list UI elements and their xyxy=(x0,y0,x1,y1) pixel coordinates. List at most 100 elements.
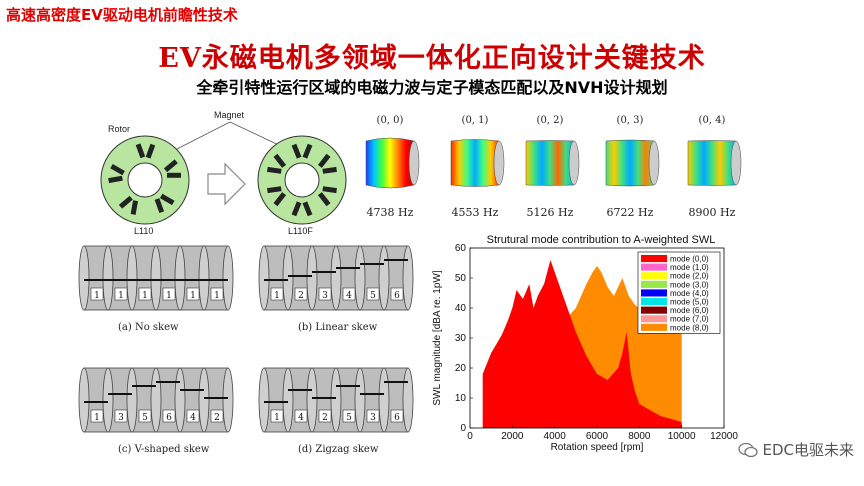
skew-number: 4 xyxy=(190,413,196,423)
y-tick-label: 10 xyxy=(455,393,467,404)
legend-swatch xyxy=(641,263,667,271)
skew-cylinder: 1 4 2 5 3 6 xyxy=(258,367,414,433)
y-tick-label: 50 xyxy=(455,273,467,284)
skew-number-box xyxy=(210,287,224,301)
mode-shape-icon xyxy=(687,140,742,186)
mode-label: (0, 3) xyxy=(616,115,644,126)
mode-frequency: 6722 Hz xyxy=(606,206,654,219)
skew-number-box xyxy=(90,409,104,423)
wechat-icon xyxy=(738,441,763,459)
arrow-right-icon xyxy=(207,162,246,206)
skew-number: 1 xyxy=(166,291,172,301)
mode-frequency: 4738 Hz xyxy=(366,206,414,219)
skew-number-box xyxy=(114,287,128,301)
skew-number-box xyxy=(342,287,356,301)
legend-swatch xyxy=(641,298,667,306)
legend-label: mode (6,0) xyxy=(670,306,709,315)
legend-swatch xyxy=(641,272,667,280)
skew-number: 6 xyxy=(394,291,400,301)
skew-number: 6 xyxy=(166,413,172,423)
skew-number-box xyxy=(90,287,104,301)
skew-number: 1 xyxy=(214,291,220,301)
skew-number-box xyxy=(114,409,128,423)
skew-number-box xyxy=(270,287,284,301)
y-tick-label: 0 xyxy=(460,423,466,434)
watermark: EDC电驱未来 xyxy=(738,439,854,460)
skew-number: 5 xyxy=(370,291,376,301)
y-tick-label: 60 xyxy=(455,243,467,254)
slide-title: EV永磁电机多领域一体化正向设计关键技术 xyxy=(158,43,706,74)
y-axis-label: SWL magnitude [dBA re. 1pW] xyxy=(432,270,443,405)
header-text: 高速高密度EV驱动电机前瞻性技术 xyxy=(6,6,238,24)
mode-shape-icon xyxy=(450,139,505,187)
skew-number: 3 xyxy=(118,413,124,423)
legend-label: mode (5,0) xyxy=(670,298,709,307)
skew-number: 1 xyxy=(274,413,280,423)
x-tick-label: 2000 xyxy=(501,431,524,442)
skew-cylinder: 1 3 5 6 4 2 xyxy=(78,367,234,433)
skew-number: 4 xyxy=(346,291,352,301)
skew-number-box xyxy=(366,409,380,423)
series-area xyxy=(482,260,682,428)
mode-frequency: 4553 Hz xyxy=(451,206,499,219)
skew-number: 1 xyxy=(190,291,196,301)
skew-number: 3 xyxy=(322,291,328,301)
legend-label: mode (8,0) xyxy=(670,323,709,332)
rotor-left-caption: L110 xyxy=(134,226,154,236)
skew-number: 2 xyxy=(322,413,328,423)
skew-number: 1 xyxy=(142,291,148,301)
legend-label: mode (3,0) xyxy=(670,280,709,289)
skew-caption: (c) V-shaped skew xyxy=(118,444,210,455)
skew-number: 5 xyxy=(142,413,148,423)
skew-caption: (a) No skew xyxy=(118,322,179,333)
legend-label: mode (2,0) xyxy=(670,272,709,281)
legend-swatch xyxy=(641,306,667,314)
skew-number: 6 xyxy=(394,413,400,423)
mode-label: (0, 2) xyxy=(536,115,564,126)
skew-cylinder: 1 2 3 4 5 6 xyxy=(258,245,414,311)
skew-number: 2 xyxy=(214,413,220,423)
x-axis-label: Rotation speed [rpm] xyxy=(551,442,644,453)
mode-shape-icon xyxy=(365,137,420,189)
slide-subtitle: 全牵引特性运行区域的电磁力波与定子模态匹配以及NVH设计规划 xyxy=(196,78,668,97)
mode-frequency: 5126 Hz xyxy=(526,206,574,219)
legend-label: mode (1,0) xyxy=(670,263,709,272)
skew-number-box xyxy=(294,287,308,301)
legend-swatch xyxy=(641,255,667,263)
skew-number-box xyxy=(138,409,152,423)
legend-label: mode (4,0) xyxy=(670,289,709,298)
y-tick-label: 30 xyxy=(455,333,467,344)
skew-number-box xyxy=(186,287,200,301)
mode-shape-icon xyxy=(525,140,580,186)
skew-number-box xyxy=(318,409,332,423)
skew-number-box xyxy=(186,409,200,423)
x-tick-label: 10000 xyxy=(668,431,696,442)
skew-caption: (d) Zigzag skew xyxy=(298,444,379,455)
legend-swatch xyxy=(641,289,667,297)
mode-label: (0, 0) xyxy=(376,115,404,126)
skew-number-box xyxy=(162,409,176,423)
skew-number: 1 xyxy=(118,291,124,301)
skew-number: 1 xyxy=(94,291,100,301)
rotor-label: Rotor xyxy=(108,124,131,134)
skew-number-box xyxy=(294,409,308,423)
skew-number-box xyxy=(270,409,284,423)
mode-shape-icon xyxy=(605,139,660,187)
skew-number: 1 xyxy=(94,413,100,423)
mode-label: (0, 4) xyxy=(698,115,726,126)
skew-number: 3 xyxy=(370,413,376,423)
legend-label: mode (0,0) xyxy=(670,255,709,264)
x-tick-label: 12000 xyxy=(710,431,738,442)
chart-title: Strutural mode contribution to A-weighte… xyxy=(487,234,716,246)
swl-chart: Strutural mode contribution to A-weighte… xyxy=(428,232,758,454)
skew-caption: (b) Linear skew xyxy=(298,322,378,333)
skew-cylinder: 1 1 1 1 1 1 xyxy=(78,245,234,311)
legend-swatch xyxy=(641,280,667,288)
y-tick-label: 40 xyxy=(455,303,467,314)
mode-label: (0, 1) xyxy=(461,115,489,126)
rotor-figure xyxy=(100,121,347,225)
skew-number-box xyxy=(390,409,404,423)
rotor-right-caption: L110F xyxy=(288,226,313,236)
skew-number: 4 xyxy=(298,413,304,423)
skew-number: 5 xyxy=(346,413,352,423)
